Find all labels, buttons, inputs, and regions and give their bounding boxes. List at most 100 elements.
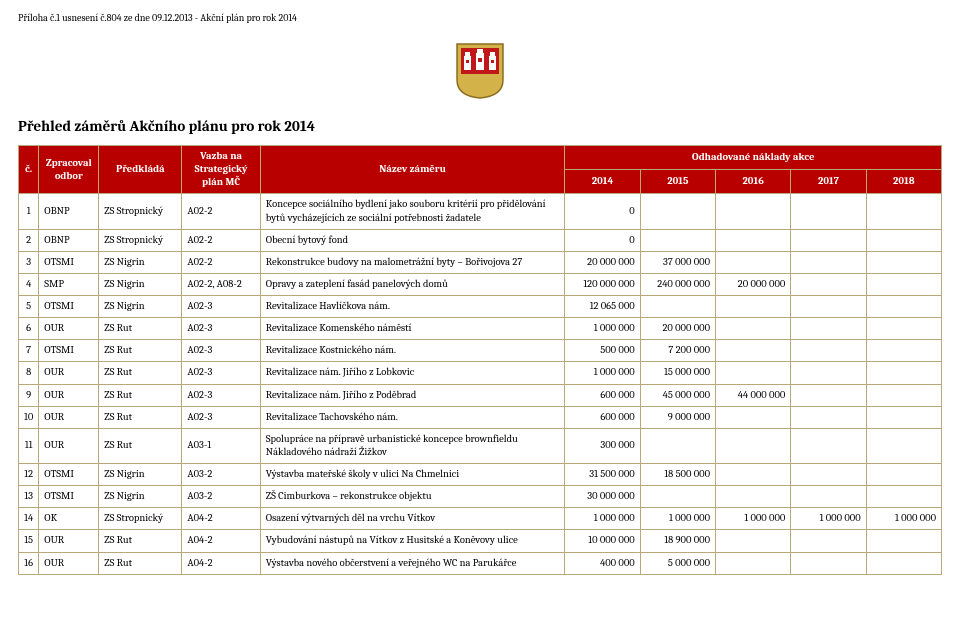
- cell-year-2014: 0: [565, 194, 640, 229]
- cell-odbor: OBNP: [39, 229, 99, 251]
- cell-year-2017: [791, 229, 866, 251]
- cell-predklada: ZS Nigrin: [99, 251, 182, 273]
- table-row: 14OKZS StropnickýA04-2Osazení výtvarných…: [19, 508, 942, 530]
- cell-num: 7: [19, 340, 39, 362]
- cell-vazba: A02-3: [182, 340, 260, 362]
- cell-year-2016: [716, 362, 791, 384]
- cell-year-2014: 600 000: [565, 406, 640, 428]
- cell-year-2014: 1 000 000: [565, 508, 640, 530]
- cell-odbor: OK: [39, 508, 99, 530]
- table-row: 8OURZS RutA02-3Revitalizace nám. Jiřího …: [19, 362, 942, 384]
- cell-num: 9: [19, 384, 39, 406]
- cell-vazba: A03-1: [182, 428, 260, 463]
- cell-year-2014: 0: [565, 229, 640, 251]
- cell-year-2017: [791, 406, 866, 428]
- cell-nazev: Výstavba nového občerstvení a veřejného …: [260, 552, 565, 574]
- cell-odbor: OTSMI: [39, 464, 99, 486]
- cell-predklada: ZS Nigrin: [99, 273, 182, 295]
- cell-year-2018: [866, 362, 941, 384]
- cell-vazba: A02-3: [182, 318, 260, 340]
- cell-predklada: ZS Stropnický: [99, 194, 182, 229]
- th-year-2014: 2014: [565, 170, 640, 194]
- cell-year-2016: [716, 318, 791, 340]
- cell-year-2016: [716, 530, 791, 552]
- cell-year-2016: [716, 229, 791, 251]
- th-year-2018: 2018: [866, 170, 941, 194]
- cell-year-2016: [716, 251, 791, 273]
- cell-year-2014: 1 000 000: [565, 318, 640, 340]
- cell-nazev: Revitalizace Kostnického nám.: [260, 340, 565, 362]
- coat-of-arms-icon: [455, 42, 505, 100]
- cell-year-2017: [791, 318, 866, 340]
- table-body: 1OBNPZS StropnickýA02-2Koncepce sociální…: [19, 194, 942, 574]
- cell-vazba: A04-2: [182, 508, 260, 530]
- cell-year-2017: [791, 486, 866, 508]
- cell-year-2014: 600 000: [565, 384, 640, 406]
- th-predklada: Předkládá: [99, 146, 182, 194]
- cell-num: 5: [19, 296, 39, 318]
- cell-year-2017: [791, 384, 866, 406]
- cell-nazev: Koncepce sociálního bydlení jako souboru…: [260, 194, 565, 229]
- table-row: 16OURZS RutA04-2Výstavba nového občerstv…: [19, 552, 942, 574]
- cell-vazba: A02-2: [182, 229, 260, 251]
- cell-year-2015: 240 000 000: [640, 273, 715, 295]
- cell-num: 8: [19, 362, 39, 384]
- th-odbor-l1: Zpracoval: [46, 157, 92, 169]
- cell-year-2014: 300 000: [565, 428, 640, 463]
- th-odbor-l2: odbor: [55, 170, 83, 182]
- cell-vazba: A02-2: [182, 251, 260, 273]
- cell-year-2017: [791, 273, 866, 295]
- cell-year-2018: [866, 406, 941, 428]
- cell-predklada: ZS Stropnický: [99, 229, 182, 251]
- cell-year-2015: [640, 296, 715, 318]
- cell-year-2018: [866, 194, 941, 229]
- cell-year-2018: [866, 251, 941, 273]
- cell-year-2015: 7 200 000: [640, 340, 715, 362]
- cell-num: 13: [19, 486, 39, 508]
- table-row: 2OBNPZS StropnickýA02-2Obecní bytový fon…: [19, 229, 942, 251]
- cell-year-2017: [791, 530, 866, 552]
- th-year-2016: 2016: [716, 170, 791, 194]
- cell-vazba: A02-3: [182, 384, 260, 406]
- cell-vazba: A02-2: [182, 194, 260, 229]
- cell-year-2018: [866, 428, 941, 463]
- cell-year-2014: 30 000 000: [565, 486, 640, 508]
- cell-num: 15: [19, 530, 39, 552]
- cell-year-2018: [866, 273, 941, 295]
- cell-year-2016: [716, 194, 791, 229]
- th-nazev: Název záměru: [260, 146, 565, 194]
- cell-year-2014: 120 000 000: [565, 273, 640, 295]
- cell-year-2017: [791, 251, 866, 273]
- cell-nazev: Spolupráce na přípravě urbanistické konc…: [260, 428, 565, 463]
- cell-year-2017: [791, 296, 866, 318]
- cell-year-2016: [716, 486, 791, 508]
- cell-nazev: Vybudování nástupů na Vítkov z Husitské …: [260, 530, 565, 552]
- cell-odbor: OBNP: [39, 194, 99, 229]
- cell-num: 10: [19, 406, 39, 428]
- cell-odbor: OTSMI: [39, 251, 99, 273]
- cell-nazev: Rekonstrukce budovy na malometrážní byty…: [260, 251, 565, 273]
- cell-year-2015: 18 500 000: [640, 464, 715, 486]
- cell-predklada: ZS Nigrin: [99, 464, 182, 486]
- cell-year-2015: [640, 486, 715, 508]
- cell-predklada: ZS Rut: [99, 552, 182, 574]
- th-num: č.: [19, 146, 39, 194]
- cell-year-2015: 15 000 000: [640, 362, 715, 384]
- table-row: 7OTSMIZS RutA02-3Revitalizace Kostnickéh…: [19, 340, 942, 362]
- cell-num: 2: [19, 229, 39, 251]
- cell-year-2018: [866, 229, 941, 251]
- cell-year-2015: [640, 229, 715, 251]
- cell-year-2016: [716, 406, 791, 428]
- cell-nazev: Revitalizace nám. Jiřího z Lobkovic: [260, 362, 565, 384]
- cell-year-2016: [716, 464, 791, 486]
- table-row: 10OURZS RutA02-3Revitalizace Tachovského…: [19, 406, 942, 428]
- cell-year-2017: 1 000 000: [791, 508, 866, 530]
- cell-year-2014: 500 000: [565, 340, 640, 362]
- cell-year-2015: 5 000 000: [640, 552, 715, 574]
- cell-odbor: SMP: [39, 273, 99, 295]
- doc-title: Přehled záměrů Akčního plánu pro rok 201…: [18, 117, 942, 135]
- table-row: 3OTSMIZS NigrinA02-2Rekonstrukce budovy …: [19, 251, 942, 273]
- cell-year-2018: [866, 486, 941, 508]
- cell-predklada: ZS Rut: [99, 362, 182, 384]
- cell-year-2015: 18 900 000: [640, 530, 715, 552]
